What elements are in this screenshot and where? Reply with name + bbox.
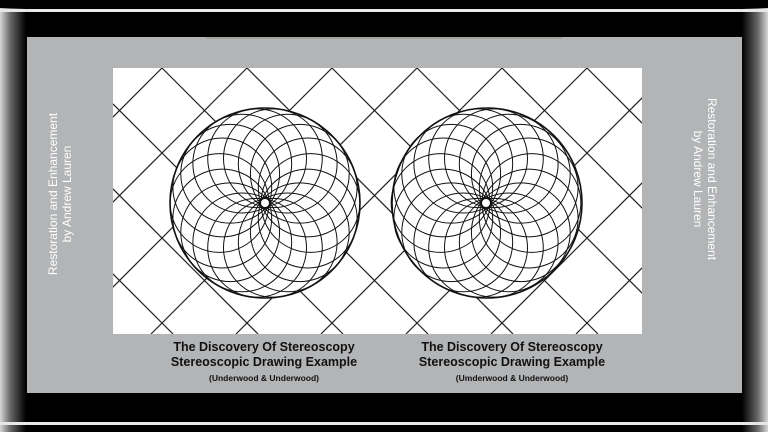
rosette-arc [192, 113, 293, 214]
rosette-arc [458, 192, 559, 293]
rosette-arc [237, 113, 338, 214]
stereoscopic-drawing [113, 68, 642, 334]
rosette-hub [259, 197, 271, 209]
rosette-arc [237, 192, 338, 293]
caption-credit: (Umderwood & Underwood) [455, 373, 569, 383]
rosette-arc [428, 108, 529, 209]
grid-line [113, 188, 259, 334]
rosette-arc [222, 108, 323, 209]
rosette-arc [207, 108, 308, 209]
caption-title: The Discovery Of Stereoscopy [173, 340, 355, 354]
rosette-arc [257, 137, 358, 238]
rosette-arc [192, 192, 293, 293]
rosette-arc [401, 123, 502, 224]
grid-line [501, 68, 642, 209]
grid-line [575, 267, 642, 334]
credit-line-1: Restoration and Enhancement [705, 97, 719, 261]
rosette-arc [443, 108, 544, 209]
grid-line [490, 182, 642, 334]
grid-line [113, 68, 248, 203]
rosette-arc [393, 137, 494, 238]
rosette-arc [478, 137, 579, 238]
rosette-arc [458, 113, 559, 214]
caption-subtitle: Stereoscopic Drawing Example [418, 355, 606, 369]
rosette-arc [413, 192, 514, 293]
grid-line [113, 68, 163, 118]
grid-line [113, 273, 174, 334]
rosette-arc [257, 168, 358, 269]
credit-line-2: by Andrew Lauren [691, 130, 705, 228]
credit-line-1: Restoration and Enhancement [46, 112, 60, 276]
left-side-credit: Restoration and Enhancement by Andrew La… [46, 94, 74, 294]
caption-credit: (Underwood & Underwood) [208, 373, 319, 383]
rosette-hub [480, 197, 492, 209]
caption-subtitle: Stereoscopic Drawing Example [170, 355, 358, 369]
rosette-arc [478, 168, 579, 269]
left-caption: The Discovery Of Stereoscopy Stereoscopi… [144, 340, 384, 386]
rosette [390, 107, 583, 299]
rosette-arc [249, 123, 350, 224]
grid-line [586, 68, 642, 124]
rosette-arc [470, 123, 571, 224]
top-white-rule [0, 9, 768, 12]
credit-line-2: by Andrew Lauren [60, 145, 74, 243]
right-side-credit: Restoration and Enhancement by Andrew La… [691, 79, 719, 279]
bottom-white-rule [0, 422, 768, 425]
rosette [169, 107, 361, 299]
rosettes [169, 107, 583, 299]
rosette-arc [180, 123, 281, 224]
frame-top [0, 0, 768, 8]
right-caption: The Discovery Of Stereoscopy Stereoscopi… [392, 340, 632, 386]
caption-title: The Discovery Of Stereoscopy [421, 340, 603, 354]
rosette-arc [172, 137, 273, 238]
rosette-arc [413, 113, 514, 214]
card-top-strip [206, 37, 562, 39]
